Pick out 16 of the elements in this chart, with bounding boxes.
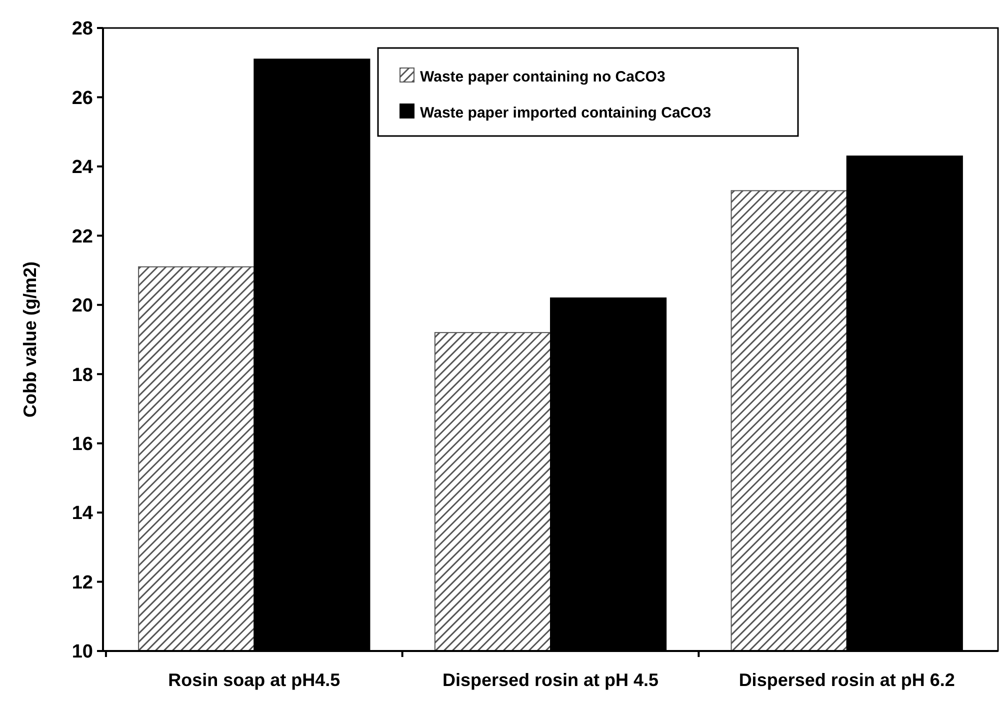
x-tick-label: Dispersed rosin at pH 6.2 (738, 670, 955, 690)
y-tick-label: 26 (72, 88, 93, 109)
x-tick-label: Rosin soap at pH4.5 (168, 670, 340, 690)
legend-label: Waste paper containing no CaCO3 (420, 68, 666, 86)
legend-label: Waste paper imported containing CaCO3 (420, 104, 712, 122)
y-tick-label: 24 (72, 157, 94, 178)
y-tick-label: 10 (72, 642, 93, 663)
y-axis-title: Cobb value (g/m2) (20, 261, 40, 418)
y-tick-label: 12 (72, 572, 93, 594)
y-tick-label: 28 (72, 18, 93, 40)
y-tick-label: 18 (72, 364, 93, 386)
y-tick-label: 20 (72, 296, 93, 317)
x-tick-label: Dispersed rosin at pH 4.5 (442, 670, 659, 690)
y-tick-label: 14 (72, 503, 94, 524)
y-tick-label: 22 (72, 226, 93, 248)
y-tick-label: 16 (72, 434, 93, 455)
